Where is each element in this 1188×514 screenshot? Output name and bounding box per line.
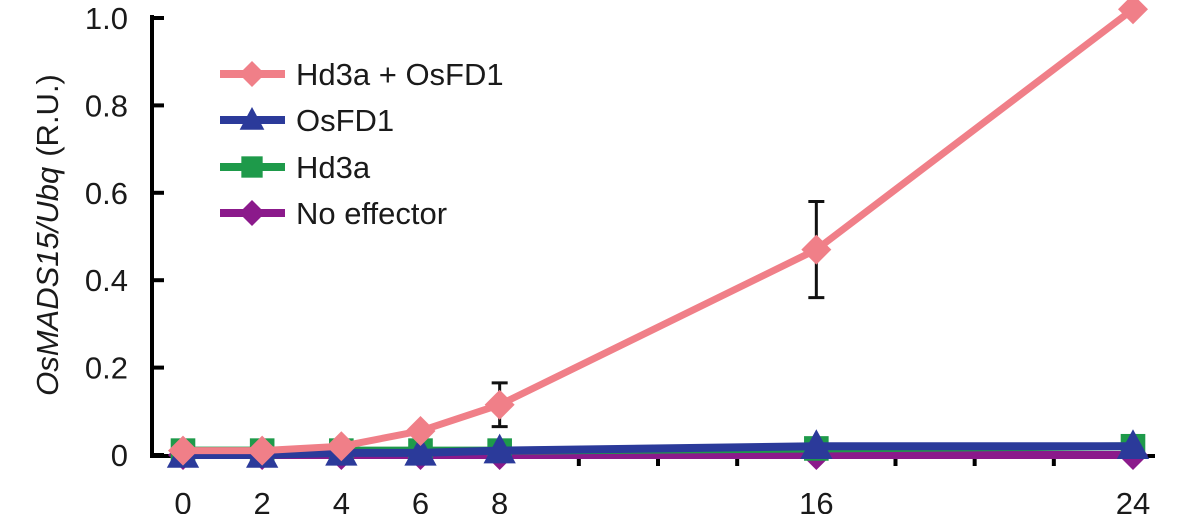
y-axis-label-gene: OsMADS15/Ubq: [30, 166, 65, 396]
data-point: [484, 389, 515, 420]
legend-label: No effector: [296, 196, 447, 231]
x-tick-label: 0: [174, 486, 191, 514]
y-ticks: 0 0.2 0.4 0.6 0.8 1.0: [85, 1, 164, 473]
legend-marker: [239, 107, 265, 130]
data-point: [801, 234, 832, 265]
x-tick-label: 4: [333, 486, 350, 514]
data-point: [168, 435, 198, 466]
data-point: [483, 433, 516, 464]
x-ticks: 0 2 4 6 8 16 24: [174, 456, 1150, 514]
legend-item: OsFD1: [220, 103, 394, 138]
y-axis-label: OsMADS15/Ubq (R.U.): [30, 74, 65, 396]
x-tick-label: 24: [1116, 486, 1150, 514]
y-tick-label: 0.2: [85, 351, 128, 386]
legend-marker: [239, 61, 265, 87]
data-point: [1116, 429, 1150, 460]
y-tick-label: 1.0: [85, 1, 128, 36]
y-axis-label-unit: (R.U.): [30, 74, 65, 157]
legend-item: Hd3a + OsFD1: [220, 57, 504, 92]
legend-item: No effector: [220, 196, 447, 231]
data-point: [1118, 0, 1148, 25]
y-tick-label: 0.4: [85, 263, 128, 298]
y-tick-label: 0: [111, 438, 128, 473]
x-tick-label: 8: [491, 486, 508, 514]
legend-marker: [239, 200, 265, 226]
data-point: [404, 435, 437, 466]
legend-label: OsFD1: [296, 103, 394, 138]
series-layer: [166, 0, 1150, 470]
x-tick-label: 6: [412, 486, 429, 514]
y-tick-label: 0.6: [85, 176, 128, 211]
data-point: [326, 431, 357, 462]
series-hd3a-osfd1: [168, 0, 1148, 466]
x-tick-label: 2: [254, 486, 271, 514]
legend: Hd3a + OsFD1 OsFD1 Hd3a No effector: [220, 57, 504, 231]
data-point: [405, 415, 436, 446]
y-tick-label: 0.8: [85, 88, 128, 123]
data-point: [247, 435, 278, 466]
legend-marker: [241, 156, 263, 178]
legend-label: Hd3a: [296, 150, 371, 185]
legend-item: Hd3a: [220, 150, 371, 185]
x-tick-label: 16: [799, 486, 833, 514]
data-point: [800, 429, 833, 460]
legend-label: Hd3a + OsFD1: [296, 57, 504, 92]
